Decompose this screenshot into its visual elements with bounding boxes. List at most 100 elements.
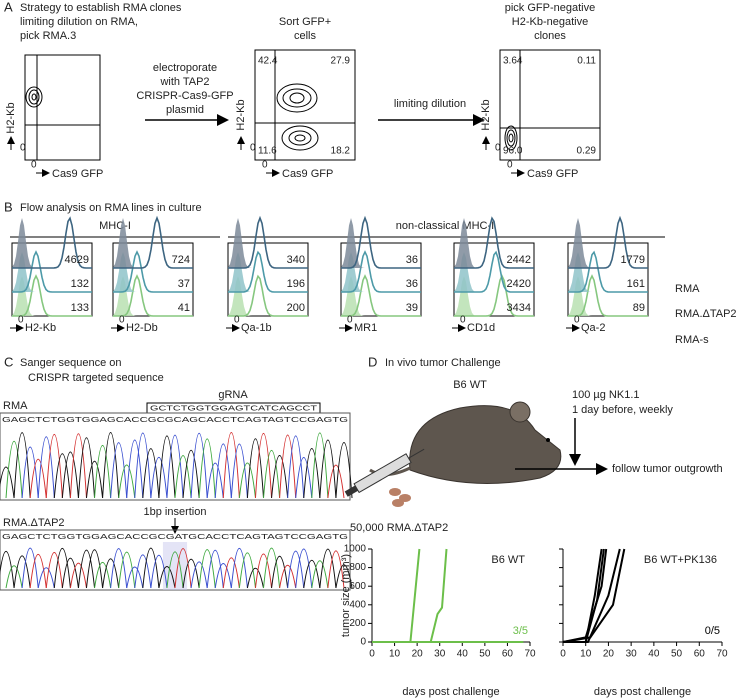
trace-peak [327, 464, 345, 499]
trace-peak [126, 566, 144, 589]
trace-peak [102, 558, 120, 589]
histogram-isotype [454, 252, 534, 292]
value-label: 36 [406, 278, 418, 290]
text: 100 µg NK1.1 [572, 389, 640, 401]
tumor-growth-line [563, 548, 621, 643]
trace-peak [94, 445, 112, 499]
value-label: 37 [178, 278, 190, 290]
histogram-stain [341, 250, 421, 293]
trace-peak [102, 432, 120, 499]
trace-peak [69, 433, 87, 499]
trace-peak [45, 552, 63, 589]
histogram-isotype [228, 218, 308, 268]
axis-zero: 0 [20, 143, 26, 154]
trace-peak [287, 550, 305, 589]
trace-peak [21, 547, 39, 589]
trace-peak [206, 550, 224, 589]
value-label: 161 [627, 278, 645, 290]
annotation: 1bp insertion [144, 506, 207, 518]
axis-zero: 0 [250, 143, 256, 154]
quadrant-value: 0.11 [577, 56, 596, 67]
chart-title: B6 WT+PK136 [644, 554, 717, 566]
text: with TAP2 [159, 76, 209, 88]
trace-peak [246, 438, 265, 499]
value-label: 1779 [621, 254, 645, 266]
trace-peak [198, 438, 216, 499]
histogram-stain [12, 250, 92, 293]
x-tick-label: 20 [603, 649, 615, 660]
x-tick-label: 70 [524, 649, 536, 660]
flow-plot [237, 49, 356, 177]
trace-peak [77, 549, 96, 589]
trace-peak [182, 449, 200, 499]
panel-label: B [4, 199, 13, 214]
histogram-isotype [454, 276, 534, 316]
annotation: 3/5 [513, 625, 528, 637]
trace-peak [158, 435, 176, 499]
trace-peak [319, 549, 337, 589]
histogram-stain [341, 215, 421, 269]
quadrant-value: 3.64 [503, 56, 523, 67]
trace-peak [166, 434, 184, 499]
trace-peak [190, 432, 208, 499]
text: Sort GFP+ [279, 16, 331, 28]
mouse-illustration [344, 401, 562, 507]
trace-peak [214, 563, 232, 589]
trace-peak [134, 432, 152, 499]
histogram-isotype [12, 276, 92, 316]
trace-peak [263, 449, 281, 499]
trace-peak [303, 560, 321, 589]
histogram-isotype [228, 276, 308, 316]
x-tick-label: 30 [434, 649, 446, 660]
text: H2-Kb-negative [512, 16, 588, 28]
trace-peak [166, 551, 184, 589]
value-label: 39 [406, 302, 418, 314]
trace-peak [254, 553, 273, 589]
flow-plot [482, 49, 601, 177]
trace-peak [29, 553, 47, 589]
x-tick-label: 60 [502, 649, 514, 660]
panel-label: A [4, 0, 13, 14]
histogram-stain [568, 250, 648, 293]
text: pick RMA.3 [20, 30, 76, 42]
y-tick-label: 800 [349, 562, 366, 573]
trace-peak [335, 442, 353, 499]
text: cells [294, 30, 317, 42]
marker-label: H2-Kb [25, 322, 56, 334]
value-label: 2442 [507, 254, 531, 266]
x-tick-label: 20 [412, 649, 424, 660]
histogram-isotype [568, 218, 648, 268]
histogram-stain [12, 216, 92, 269]
panel-label: D [368, 354, 377, 369]
trace-peak [311, 432, 329, 499]
text: Sanger sequence on [20, 357, 122, 369]
histogram-isotype [568, 276, 648, 316]
axis-zero: 0 [31, 160, 37, 171]
quadrant-value: 0.29 [577, 146, 597, 157]
histogram-stain [113, 274, 193, 317]
sequence: GAGCTCTGGTGGAGCACCGCGCAGCACCTCAGTAGTCCGA… [2, 417, 348, 424]
trace-peak [13, 432, 31, 499]
histogram-isotype [454, 218, 534, 268]
histogram-isotype [113, 276, 193, 316]
row-label: RMA.ΔTAP2 [3, 517, 65, 529]
x-tick-label: 0 [369, 649, 375, 660]
value-label: 89 [633, 302, 645, 314]
text: limiting dilution on RMA, [20, 16, 138, 28]
axis-label: H2-Kb [5, 102, 17, 133]
histogram-stain [228, 274, 308, 317]
trace-peak [230, 548, 248, 589]
axis-zero: 0 [262, 160, 268, 171]
trace-peak [0, 466, 15, 499]
trace-peak [53, 548, 71, 589]
axis-zero: 0 [18, 315, 24, 326]
trace-peak [45, 433, 63, 499]
trace-peak [174, 548, 192, 589]
trace-peak [214, 443, 232, 499]
trace-peak [254, 432, 273, 499]
trace-peak [85, 549, 104, 589]
histogram-stain [113, 250, 193, 293]
marker-label: MR1 [354, 322, 377, 334]
trace-peak [287, 435, 305, 499]
trace-peak [319, 439, 337, 499]
